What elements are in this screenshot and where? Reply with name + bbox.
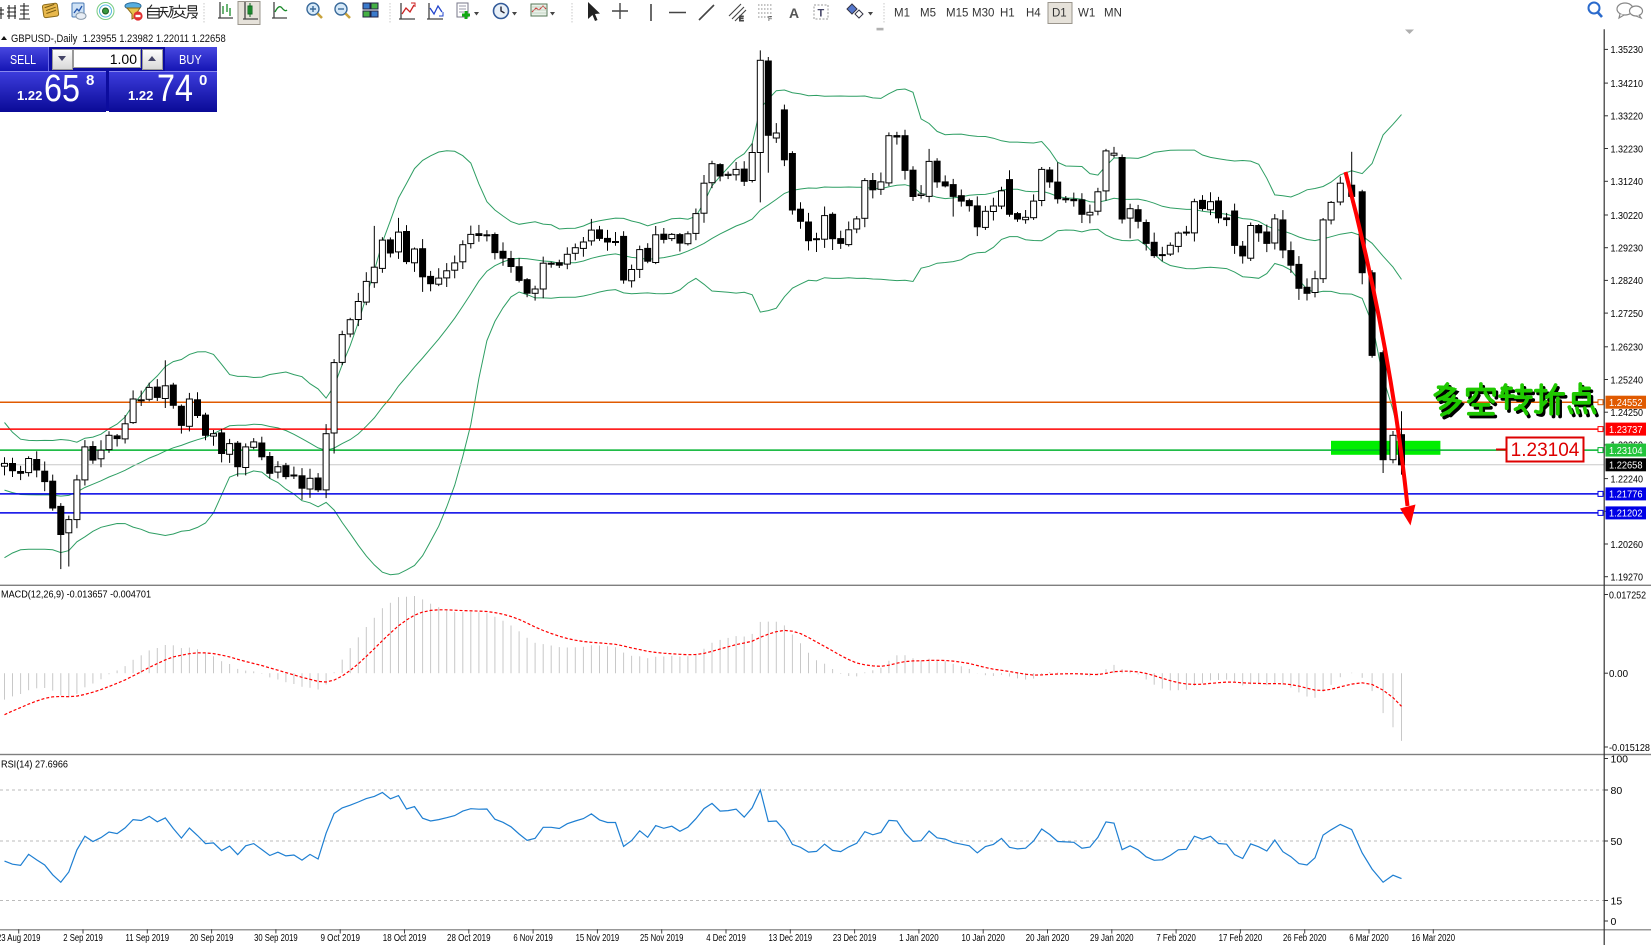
- svg-text:9 Oct 2019: 9 Oct 2019: [320, 932, 360, 944]
- svg-text:1.21776: 1.21776: [1609, 489, 1643, 501]
- svg-text:13 Dec 2019: 13 Dec 2019: [769, 932, 813, 944]
- svg-text:15 Nov 2019: 15 Nov 2019: [576, 932, 620, 944]
- svg-text:29 Jan 2020: 29 Jan 2020: [1090, 932, 1134, 944]
- svg-text:6 Mar 2020: 6 Mar 2020: [1349, 932, 1389, 944]
- svg-text:-0.015128: -0.015128: [1609, 742, 1650, 754]
- svg-text:0: 0: [1611, 916, 1617, 928]
- svg-text:25 Nov 2019: 25 Nov 2019: [640, 932, 684, 944]
- svg-text:1.27250: 1.27250: [1611, 308, 1644, 320]
- svg-text:28 Oct 2019: 28 Oct 2019: [447, 932, 491, 944]
- svg-text:1.33220: 1.33220: [1611, 111, 1644, 123]
- svg-text:2 Sep 2019: 2 Sep 2019: [63, 932, 103, 944]
- svg-text:W1: W1: [1078, 8, 1095, 20]
- svg-text:7 Feb 2020: 7 Feb 2020: [1156, 932, 1196, 944]
- svg-text:20 Sep 2019: 20 Sep 2019: [190, 932, 234, 944]
- svg-text:F: F: [768, 16, 772, 23]
- svg-text:17 Feb 2020: 17 Feb 2020: [1219, 932, 1263, 944]
- svg-text:80: 80: [1611, 785, 1623, 797]
- svg-text:A: A: [789, 5, 799, 21]
- svg-text:1.24552: 1.24552: [1609, 397, 1643, 409]
- svg-text:1.19270: 1.19270: [1611, 572, 1644, 584]
- svg-text:1.22240: 1.22240: [1611, 473, 1644, 485]
- svg-text:16 Mar 2020: 16 Mar 2020: [1412, 932, 1456, 944]
- svg-text:4 Dec 2019: 4 Dec 2019: [706, 932, 746, 944]
- svg-text:M5: M5: [920, 8, 936, 20]
- svg-text:1.26230: 1.26230: [1611, 342, 1644, 354]
- svg-text:H1: H1: [1000, 8, 1015, 20]
- svg-text:30 Sep 2019: 30 Sep 2019: [254, 932, 298, 944]
- svg-text:1.23737: 1.23737: [1609, 424, 1643, 436]
- svg-text:10 Jan 2020: 10 Jan 2020: [961, 932, 1005, 944]
- svg-text:1.23104: 1.23104: [1609, 445, 1643, 457]
- svg-text:18 Oct 2019: 18 Oct 2019: [383, 932, 427, 944]
- svg-text:15: 15: [1611, 895, 1623, 907]
- svg-text:1.28240: 1.28240: [1611, 275, 1644, 287]
- svg-text:H4: H4: [1026, 8, 1041, 20]
- svg-text:M30: M30: [972, 8, 994, 20]
- svg-text:100: 100: [1611, 753, 1629, 765]
- svg-text:E: E: [739, 16, 744, 23]
- svg-text:1.20260: 1.20260: [1611, 539, 1644, 551]
- svg-text:MN: MN: [1104, 8, 1122, 20]
- svg-text:1.21202: 1.21202: [1609, 508, 1643, 520]
- svg-text:1.25240: 1.25240: [1611, 374, 1644, 386]
- svg-text:M15: M15: [946, 8, 968, 20]
- svg-text:1.35230: 1.35230: [1611, 44, 1644, 56]
- svg-text:1 Jan 2020: 1 Jan 2020: [899, 932, 939, 944]
- svg-text:RSI(14) 27.6966: RSI(14) 27.6966: [1, 759, 68, 771]
- svg-text:1.32230: 1.32230: [1611, 143, 1644, 155]
- svg-text:23 Dec 2019: 23 Dec 2019: [833, 932, 877, 944]
- svg-text:23 Aug 2019: 23 Aug 2019: [0, 932, 41, 944]
- svg-text:6 Nov 2019: 6 Nov 2019: [513, 932, 553, 944]
- svg-text:1.23104: 1.23104: [1511, 440, 1580, 461]
- svg-text:1.30220: 1.30220: [1611, 210, 1644, 222]
- svg-text:1.22658: 1.22658: [1609, 460, 1643, 472]
- svg-text:MACD(12,26,9) -0.013657 -0.004: MACD(12,26,9) -0.013657 -0.004701: [1, 589, 151, 601]
- svg-text:T: T: [818, 8, 825, 20]
- svg-text:11 Sep 2019: 11 Sep 2019: [126, 932, 170, 944]
- svg-text:0.00: 0.00: [1609, 668, 1628, 680]
- svg-text:1.24250: 1.24250: [1611, 407, 1644, 419]
- svg-text:26 Feb 2020: 26 Feb 2020: [1283, 932, 1327, 944]
- svg-text:50: 50: [1611, 836, 1623, 848]
- svg-text:M1: M1: [894, 8, 910, 20]
- svg-text:1.31240: 1.31240: [1611, 176, 1644, 188]
- svg-text:0.017252: 0.017252: [1609, 589, 1646, 601]
- svg-text:1.34210: 1.34210: [1611, 78, 1644, 90]
- svg-text:D1: D1: [1052, 8, 1067, 20]
- svg-text:1.29230: 1.29230: [1611, 243, 1644, 255]
- svg-text:20 Jan 2020: 20 Jan 2020: [1026, 932, 1070, 944]
